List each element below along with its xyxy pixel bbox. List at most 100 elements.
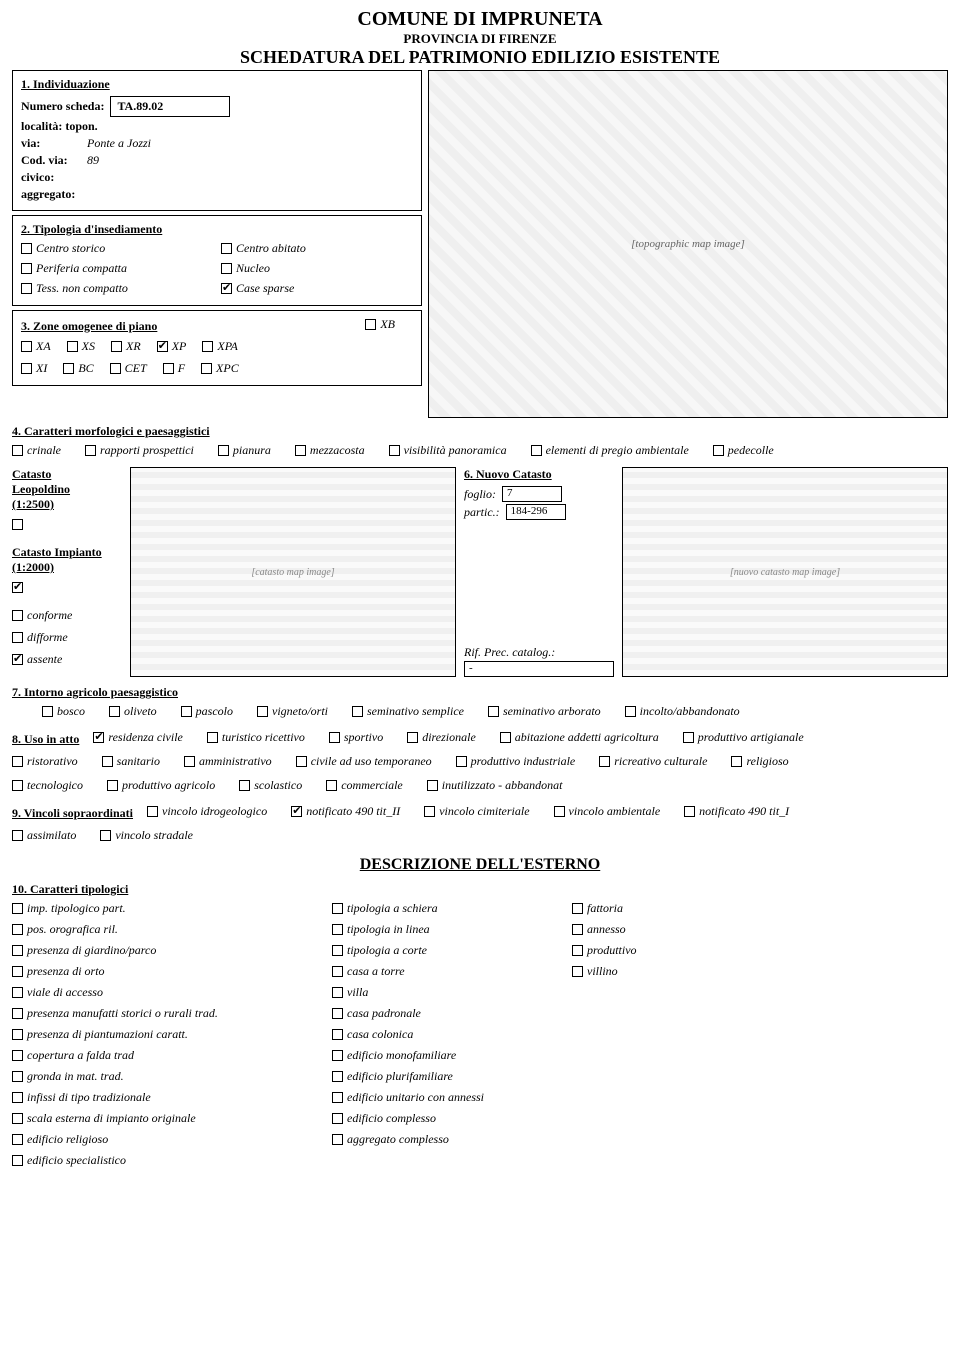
sec8-r3-1-checkbox[interactable] (107, 780, 118, 791)
sec10-c2-10-checkbox[interactable] (332, 1113, 343, 1124)
sec3-r3-1-checkbox[interactable] (63, 363, 74, 374)
sec9-r1-2-checkbox[interactable] (424, 806, 435, 817)
sec8-r1-3-checkbox[interactable] (407, 732, 418, 743)
sec10-c3-2-checkbox[interactable] (572, 945, 583, 956)
sec10-c2-11-checkbox[interactable] (332, 1134, 343, 1145)
sec10-c1-4-label: viale di accesso (27, 985, 103, 1000)
sec10-c2-7-checkbox[interactable] (332, 1050, 343, 1061)
catasto-leopoldino-checkbox[interactable] (12, 519, 23, 530)
sec10-c2-6-checkbox[interactable] (332, 1029, 343, 1040)
sec8-r2-3-checkbox[interactable] (296, 756, 307, 767)
sec10-c2-8-checkbox[interactable] (332, 1071, 343, 1082)
sec9-r1-4-checkbox[interactable] (684, 806, 695, 817)
sec3-r3-2-checkbox[interactable] (110, 363, 121, 374)
sec8-r1-5-checkbox[interactable] (683, 732, 694, 743)
sec8-r2-4-checkbox[interactable] (456, 756, 467, 767)
conforme-checkbox[interactable] (12, 610, 23, 621)
sec9-r2-0-checkbox[interactable] (12, 830, 23, 841)
sec2-item-4-checkbox[interactable] (21, 283, 32, 294)
sec10-c1-0-checkbox[interactable] (12, 903, 23, 914)
sec8-r3-2-checkbox[interactable] (239, 780, 250, 791)
sec2-item-2-checkbox[interactable] (21, 263, 32, 274)
sec3-r3-3-checkbox[interactable] (163, 363, 174, 374)
sec7-1-checkbox[interactable] (109, 706, 120, 717)
sec4-3-checkbox[interactable] (295, 445, 306, 456)
sec10-c1-7-checkbox[interactable] (12, 1050, 23, 1061)
sec7-6-checkbox[interactable] (625, 706, 636, 717)
sec10-c2-5-checkbox[interactable] (332, 1008, 343, 1019)
sec9-r1-1-label: notificato 490 tit_II (306, 804, 400, 819)
sec4-2-checkbox[interactable] (218, 445, 229, 456)
sec9-r2-1-checkbox[interactable] (100, 830, 111, 841)
sec10-c1-2-checkbox[interactable] (12, 945, 23, 956)
sec10-c1-4-checkbox[interactable] (12, 987, 23, 998)
sec10-c2-4-checkbox[interactable] (332, 987, 343, 998)
sec3-r2-2-checkbox[interactable] (111, 341, 122, 352)
difforme-checkbox[interactable] (12, 632, 23, 643)
sec10-c1-12-checkbox[interactable] (12, 1155, 23, 1166)
sec4-4-checkbox[interactable] (389, 445, 400, 456)
sec9-r1-1-checkbox[interactable] (291, 806, 302, 817)
sec8-r1-0-checkbox[interactable] (93, 732, 104, 743)
sec2-item-5-checkbox[interactable] (221, 283, 232, 294)
sec10-c3-0-checkbox[interactable] (572, 903, 583, 914)
assente-checkbox[interactable] (12, 654, 23, 665)
sec4-0-checkbox[interactable] (12, 445, 23, 456)
sec8-r3-0-checkbox[interactable] (12, 780, 23, 791)
sec10-c2-6-label: casa colonica (347, 1027, 413, 1042)
sec9-r1-0-label: vincolo idrogeologico (162, 804, 267, 819)
sec4-1-checkbox[interactable] (85, 445, 96, 456)
sec10-c1-8-checkbox[interactable] (12, 1071, 23, 1082)
sec7-0-checkbox[interactable] (42, 706, 53, 717)
sec8-r2-1-checkbox[interactable] (102, 756, 113, 767)
sec10-c2-3-checkbox[interactable] (332, 966, 343, 977)
sec4-5-checkbox[interactable] (531, 445, 542, 456)
sec10-c2-0-checkbox[interactable] (332, 903, 343, 914)
sec8-r1-4-checkbox[interactable] (500, 732, 511, 743)
sec10-c1-10-checkbox[interactable] (12, 1113, 23, 1124)
numero-scheda-label: Numero scheda: (21, 99, 104, 114)
sec3-r2-1-label: XS (82, 339, 95, 354)
sec10-c1-9-checkbox[interactable] (12, 1092, 23, 1103)
sec8-r1-1-checkbox[interactable] (207, 732, 218, 743)
sec10-c1-1-checkbox[interactable] (12, 924, 23, 935)
sec10-c3-3-checkbox[interactable] (572, 966, 583, 977)
sec7-5-checkbox[interactable] (488, 706, 499, 717)
sec4-6-checkbox[interactable] (713, 445, 724, 456)
sec8-r2-5-checkbox[interactable] (599, 756, 610, 767)
sec8-r3-4-checkbox[interactable] (427, 780, 438, 791)
sec10-c1-6-checkbox[interactable] (12, 1029, 23, 1040)
sec7-2-checkbox[interactable] (181, 706, 192, 717)
sec10-c3-1-checkbox[interactable] (572, 924, 583, 935)
sec4-3-label: mezzacosta (310, 443, 365, 458)
sec3-r2-3-checkbox[interactable] (157, 341, 168, 352)
sec3-r3-4-label: XPC (216, 361, 239, 376)
sec9-r1-0-checkbox[interactable] (147, 806, 158, 817)
sec10-c2-2-checkbox[interactable] (332, 945, 343, 956)
sec7-3-checkbox[interactable] (257, 706, 268, 717)
sec10-c1-11-checkbox[interactable] (12, 1134, 23, 1145)
sec9-r1-3-checkbox[interactable] (554, 806, 565, 817)
sec2-item-1-checkbox[interactable] (221, 243, 232, 254)
sec10-c2-1-checkbox[interactable] (332, 924, 343, 935)
sec10-c2-7-label: edificio monofamiliare (347, 1048, 456, 1063)
sec10-c1-3-checkbox[interactable] (12, 966, 23, 977)
sec2-item-3-checkbox[interactable] (221, 263, 232, 274)
sec8-r1-2-checkbox[interactable] (329, 732, 340, 743)
sec3-r3-0-checkbox[interactable] (21, 363, 32, 374)
sec3-r2-1-checkbox[interactable] (67, 341, 78, 352)
sec3-r2-0-checkbox[interactable] (21, 341, 32, 352)
sec3-r3-4-checkbox[interactable] (201, 363, 212, 374)
sec8-r2-6-checkbox[interactable] (731, 756, 742, 767)
catasto-impianto-checkbox[interactable] (12, 582, 23, 593)
sec8-r2-0-checkbox[interactable] (12, 756, 23, 767)
sec8-r2-2-checkbox[interactable] (184, 756, 195, 767)
sec2-item-0-checkbox[interactable] (21, 243, 32, 254)
sec3-r2-4-checkbox[interactable] (202, 341, 213, 352)
sec10-c1-5-checkbox[interactable] (12, 1008, 23, 1019)
sec8-r3-3-checkbox[interactable] (326, 780, 337, 791)
sec7-4-checkbox[interactable] (352, 706, 363, 717)
sec2-item-4-label: Tess. non compatto (36, 281, 128, 296)
sec3-r1-0-checkbox[interactable] (365, 319, 376, 330)
sec10-c2-9-checkbox[interactable] (332, 1092, 343, 1103)
